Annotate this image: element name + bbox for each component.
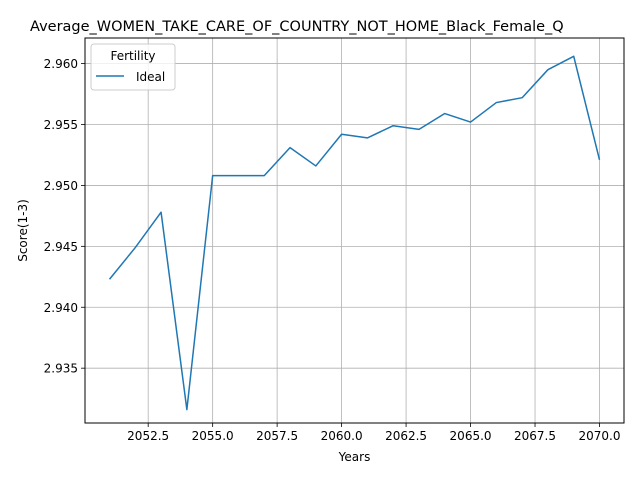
x-axis-ticks: 2052.5 2055.0 2057.5 2060.0 2062.5 2065.0 2067… — [127, 423, 621, 443]
series-line-ideal — [108, 55, 601, 411]
series-layer — [108, 55, 601, 411]
x-tick-label: 2057.5 — [256, 429, 298, 443]
chart-title: Average_WOMEN_TAKE_CARE_OF_COUNTRY_NOT_H… — [30, 19, 564, 35]
grid-lines — [85, 38, 624, 423]
y-tick-label: 2.955 — [44, 118, 78, 132]
legend-box — [90, 43, 176, 91]
x-tick-label: 2060.0 — [321, 429, 363, 443]
x-tick-label: 2067.5 — [514, 429, 556, 443]
y-tick-label: 2.935 — [44, 362, 78, 376]
y-tick-label: 2.960 — [44, 57, 78, 71]
x-tick-label: 2055.0 — [192, 429, 234, 443]
y-tick-label: 2.940 — [44, 301, 78, 315]
legend: Fertility Ideal — [90, 43, 176, 91]
y-axis-ticks: 2.935 2.940 2.945 2.950 2.955 2.960 — [44, 57, 85, 376]
legend-entry-label: Ideal — [136, 70, 165, 84]
x-tick-label: 2052.5 — [127, 429, 169, 443]
x-tick-label: 2062.5 — [385, 429, 427, 443]
y-tick-label: 2.945 — [44, 240, 78, 254]
x-axis-label: Years — [338, 450, 371, 464]
x-tick-label: 2065.0 — [450, 429, 492, 443]
y-tick-label: 2.950 — [44, 179, 78, 193]
y-axis-label: Score(1-3) — [16, 199, 30, 262]
x-tick-label: 2070.0 — [579, 429, 621, 443]
plot-frame — [84, 37, 625, 424]
legend-title: Fertility — [110, 49, 155, 63]
